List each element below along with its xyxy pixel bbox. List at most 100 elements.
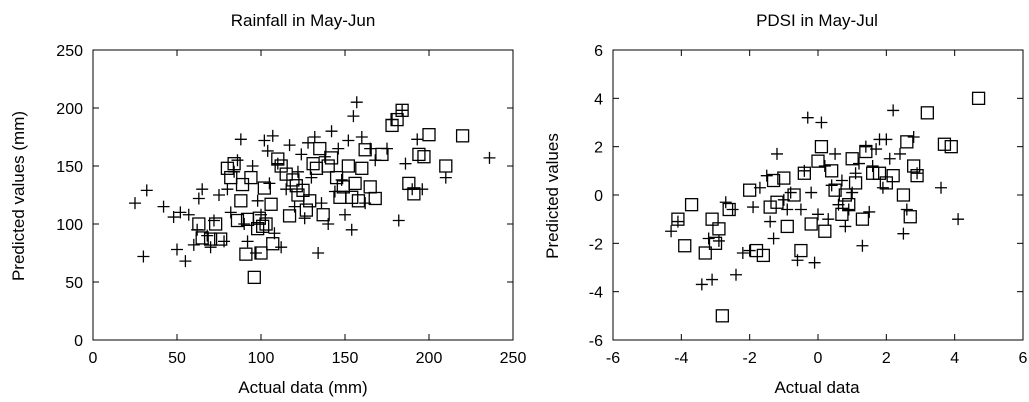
y-axis-label: Predicted values (mm) [9, 111, 28, 281]
y-axis-label: Predicted values [543, 133, 562, 259]
square-point [271, 152, 285, 166]
square-point [375, 147, 389, 162]
square-point [804, 217, 818, 231]
y-tick-label: -2 [589, 236, 603, 253]
y-tick-label: -4 [589, 285, 603, 302]
x-tick-label: 150 [332, 350, 359, 367]
plus-point [266, 129, 279, 142]
square-point [780, 219, 794, 234]
square-point [254, 246, 268, 260]
plus-point [347, 110, 360, 123]
x-axis-label: Actual data [774, 378, 860, 397]
square-point [763, 200, 777, 214]
plus-point [231, 154, 244, 167]
plus-point [399, 157, 412, 170]
square-point [316, 208, 330, 222]
square-point [944, 140, 958, 154]
plus-point [880, 133, 893, 146]
square-point [321, 159, 335, 173]
plus-point [825, 179, 838, 192]
plus-point [808, 256, 821, 269]
y-tick-label: 2 [594, 140, 603, 157]
plus-point [726, 203, 739, 216]
square-point [896, 188, 911, 202]
plus-point [900, 203, 913, 216]
square-point [368, 191, 382, 206]
square-point [828, 183, 842, 197]
y-tick-label: 4 [594, 91, 603, 108]
plus-point [866, 160, 879, 172]
plus-point [695, 278, 708, 291]
y-tick-label: 100 [56, 217, 83, 234]
plus-point [322, 218, 335, 230]
square-point [722, 202, 736, 217]
square-point [195, 231, 209, 245]
plus-point [887, 104, 900, 117]
data-points [129, 96, 496, 285]
plus-point [730, 268, 742, 281]
y-tick-label: 150 [56, 159, 83, 176]
plus-point [221, 183, 234, 196]
plus-point [483, 151, 496, 164]
plus-point [174, 206, 187, 219]
plus-point [234, 133, 247, 146]
square-point [412, 147, 426, 162]
square-point [244, 170, 258, 185]
x-tick-label: 250 [500, 350, 527, 367]
square-point [407, 187, 421, 201]
plus-point [856, 239, 869, 252]
square-point [756, 248, 770, 263]
plus-point [339, 208, 351, 221]
x-tick-label: 50 [168, 350, 186, 367]
square-point [250, 221, 265, 236]
plus-point [859, 140, 872, 153]
square-point [777, 171, 791, 185]
square-point [920, 106, 934, 120]
plus-point [665, 225, 678, 238]
plus-point [213, 189, 225, 201]
square-point [684, 198, 699, 212]
square-point [838, 188, 852, 202]
x-tick-label: 4 [950, 350, 959, 367]
square-point [859, 144, 873, 159]
plus-point [801, 111, 814, 124]
square-point [715, 309, 729, 323]
chart-title: Rainfall in May-Jun [231, 11, 376, 30]
square-point [296, 183, 310, 198]
plus-point [839, 220, 852, 233]
square-point [234, 194, 248, 208]
plus-point [743, 244, 756, 257]
plot-frame [92, 49, 514, 341]
y-tick-label: 0 [74, 333, 83, 350]
square-point [230, 213, 245, 228]
plus-point [829, 147, 842, 160]
square-point [937, 137, 952, 151]
plus-point [952, 213, 965, 226]
plus-point [355, 131, 368, 143]
square-point [402, 176, 416, 191]
square-point [797, 166, 811, 180]
plus-point [396, 104, 409, 117]
plus-point [812, 208, 824, 221]
plot-frame [612, 49, 1024, 341]
plus-point [238, 218, 251, 230]
square-point [794, 243, 808, 258]
square-point [303, 194, 317, 208]
square-point [239, 247, 253, 261]
square-point [886, 169, 900, 183]
x-tick-label: -4 [674, 350, 688, 367]
y-tick-label: 200 [56, 101, 83, 118]
plus-point [315, 197, 328, 210]
square-point [879, 176, 893, 190]
square-point [192, 217, 206, 231]
square-point [818, 224, 832, 238]
square-point [842, 198, 856, 212]
square-point [282, 209, 297, 223]
plus-point [342, 134, 355, 147]
plus-point [835, 174, 848, 187]
square-point [355, 161, 369, 175]
square-point [910, 169, 924, 183]
y-tick-label: 6 [594, 43, 603, 60]
square-point [825, 164, 839, 178]
